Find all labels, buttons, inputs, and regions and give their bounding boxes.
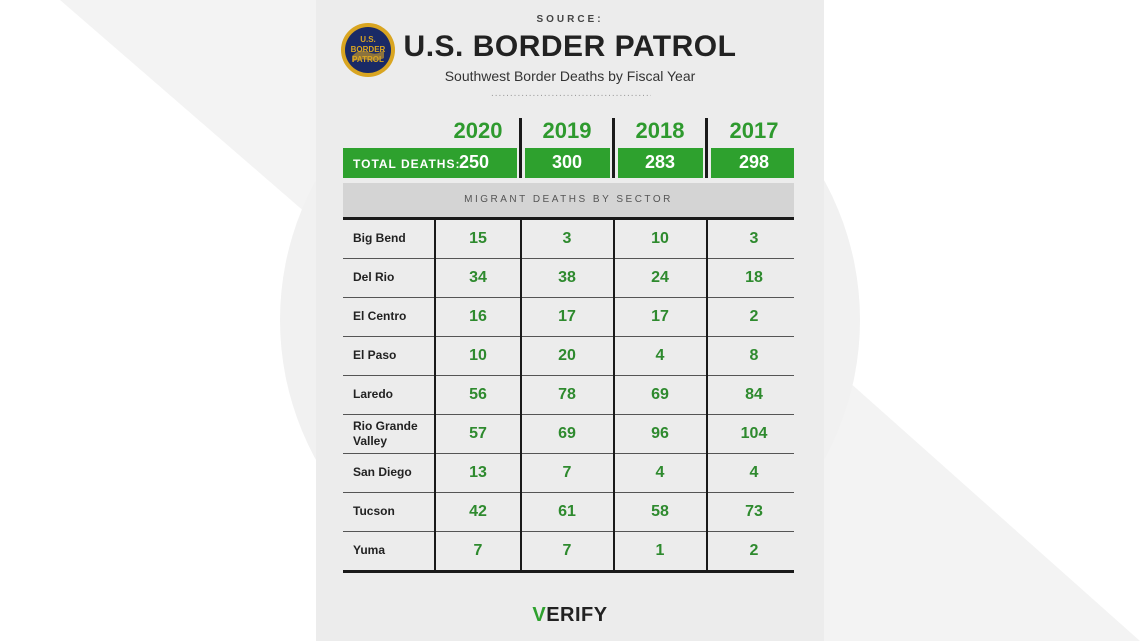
table-row: Laredo 56 78 69 84 xyxy=(343,376,794,415)
year-header-2017: 2017 xyxy=(729,118,779,143)
table-row: Del Rio 34 38 24 18 xyxy=(343,259,794,298)
verify-check-mark: V xyxy=(532,604,547,626)
dotted-divider: ........................................… xyxy=(491,88,651,99)
cell-value-2020: 57 xyxy=(469,425,487,442)
sector-table-header: MIGRANT DEATHS BY SECTOR xyxy=(343,183,794,217)
cell-value-2020: 56 xyxy=(469,386,487,403)
year-header-2019: 2019 xyxy=(542,118,592,143)
total-deaths-value-2017: 298 xyxy=(738,152,770,172)
table-row: El Centro 16 17 17 2 xyxy=(343,298,794,337)
cell-value-2020: 13 xyxy=(469,464,487,481)
cell-value-2017: 3 xyxy=(749,230,759,247)
total-deaths-value-2019: 300 xyxy=(551,152,583,172)
cell-value-2018: 1 xyxy=(655,542,665,559)
cell-value-2017: 8 xyxy=(749,347,759,364)
cell-value-2019: 61 xyxy=(558,503,576,520)
cell-value-2018: 24 xyxy=(651,269,669,286)
cell-value-2017: 2 xyxy=(749,542,759,559)
column-divider xyxy=(519,118,522,178)
table-row: Rio Grande Valley 57 69 96 104 xyxy=(343,415,794,454)
sector-label: Tucson xyxy=(353,504,395,518)
table-row: El Paso 10 20 4 8 xyxy=(343,337,794,376)
cell-value-2019: 7 xyxy=(562,464,572,481)
cell-value-2017: 73 xyxy=(745,503,763,520)
cell-value-2017: 104 xyxy=(740,425,768,442)
year-header-2018: 2018 xyxy=(635,118,685,143)
cell-value-2017: 2 xyxy=(749,308,759,325)
cell-value-2017: 18 xyxy=(745,269,763,286)
cell-value-2018: 17 xyxy=(651,308,669,325)
cell-value-2019: 69 xyxy=(558,425,576,442)
total-deaths-bar xyxy=(711,148,794,178)
cell-value-2017: 4 xyxy=(749,464,759,481)
infographic-card: SOURCE: U.S. BORDER PATROL U.S. BORDER P… xyxy=(316,0,824,641)
cell-value-2018: 4 xyxy=(655,464,665,481)
cell-value-2019: 7 xyxy=(562,542,572,559)
cell-value-2020: 15 xyxy=(469,230,487,247)
cell-value-2019: 38 xyxy=(558,269,576,286)
sector-label: El Paso xyxy=(353,348,397,362)
table-row: Big Bend 15 3 10 3 xyxy=(343,220,794,259)
svg-text:BORDER: BORDER xyxy=(351,45,386,54)
cell-value-2020: 10 xyxy=(469,347,487,364)
column-divider xyxy=(612,118,615,178)
page-subtitle: Southwest Border Deaths by Fiscal Year xyxy=(444,68,696,84)
cell-value-2018: 10 xyxy=(651,230,669,247)
total-deaths-value-2020: 250 xyxy=(458,152,490,172)
sector-label: San Diego xyxy=(353,465,412,479)
total-deaths-bar xyxy=(618,148,703,178)
cell-value-2020: 42 xyxy=(469,503,487,520)
sector-label: Big Bend xyxy=(353,231,406,245)
sector-label: Laredo xyxy=(353,387,394,401)
table-row: San Diego 13 7 4 4 xyxy=(343,454,794,493)
page-title: U.S. BORDER PATROL xyxy=(403,30,737,63)
cell-value-2017: 84 xyxy=(745,386,763,403)
table-row: Yuma 7 7 1 2 xyxy=(343,532,794,570)
svg-text:U.S.: U.S. xyxy=(360,35,376,44)
cell-value-2019: 78 xyxy=(558,386,576,403)
sector-label: Del Rio xyxy=(353,270,395,284)
cell-value-2019: 17 xyxy=(558,308,576,325)
column-divider xyxy=(705,118,708,178)
table-bottom-rule xyxy=(343,570,794,573)
total-deaths-label: TOTAL DEATHS: xyxy=(353,157,461,171)
total-deaths-value-2018: 283 xyxy=(644,152,676,172)
sector-label: El Centro xyxy=(353,309,407,323)
verify-logo: VERIFY xyxy=(316,604,824,627)
table-top-rule xyxy=(343,217,794,220)
column-divider xyxy=(706,220,708,570)
cell-value-2020: 7 xyxy=(473,542,483,559)
column-divider xyxy=(520,220,522,570)
column-divider xyxy=(434,220,436,570)
cell-value-2018: 4 xyxy=(655,347,665,364)
year-header-2020: 2020 xyxy=(453,118,503,143)
sector-label: Rio Grande Valley xyxy=(353,419,418,448)
cell-value-2018: 69 xyxy=(651,386,669,403)
cell-value-2018: 58 xyxy=(651,503,669,520)
cell-value-2019: 3 xyxy=(562,230,572,247)
cell-value-2020: 16 xyxy=(469,308,487,325)
sector-label: Yuma xyxy=(353,543,386,557)
column-divider xyxy=(613,220,615,570)
verify-wordmark: ERIFY xyxy=(546,604,608,626)
table-row: Tucson 42 61 58 73 xyxy=(343,493,794,532)
total-deaths-bar: TOTAL DEATHS: xyxy=(343,148,517,178)
cell-value-2018: 96 xyxy=(651,425,669,442)
cell-value-2020: 34 xyxy=(469,269,487,286)
border-patrol-badge-logo: U.S. BORDER PATROL xyxy=(341,23,395,77)
source-label: SOURCE: xyxy=(536,14,604,25)
total-deaths-bar xyxy=(525,148,610,178)
svg-text:PATROL: PATROL xyxy=(352,55,384,64)
cell-value-2019: 20 xyxy=(558,347,576,364)
